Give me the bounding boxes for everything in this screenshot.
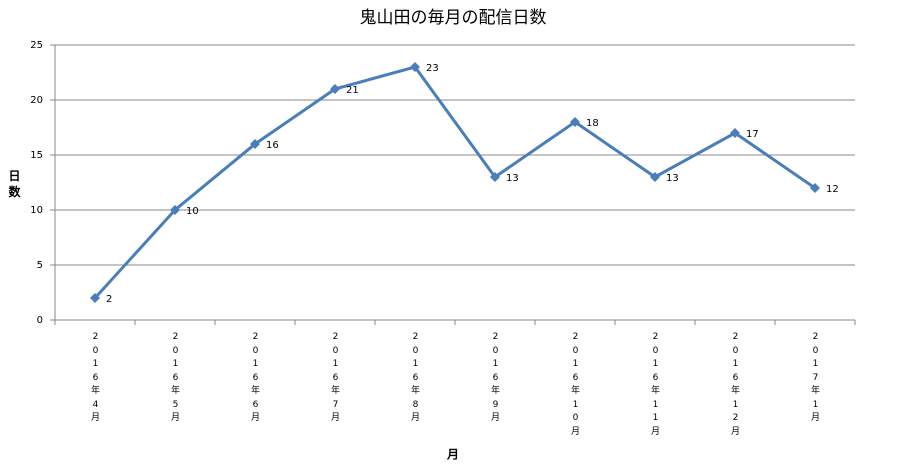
x-tick-label: 2017年1月: [811, 332, 821, 423]
x-tick-label-box: 2016年7月: [331, 331, 340, 426]
data-point: [650, 172, 660, 182]
x-tick-label: 2016年5月: [171, 332, 181, 423]
x-tick-label-box: 2016年12月: [731, 331, 740, 439]
data-label: 23: [426, 63, 439, 74]
x-tick-label: 2016年6月: [251, 332, 261, 423]
y-tick-label: 10: [30, 205, 43, 216]
y-tick-label: 5: [37, 260, 43, 271]
data-point: [730, 128, 740, 138]
x-tick-label: 2016年7月: [331, 332, 341, 423]
x-tick-label: 2016年11月: [651, 332, 661, 437]
x-tick-label-box: 2016年4月: [91, 331, 100, 426]
data-point: [170, 205, 180, 215]
x-tick-label-box: 2016年9月: [491, 331, 500, 426]
x-tick-label-box: 2016年11月: [651, 331, 660, 439]
x-tick-label: 2016年10月: [571, 332, 581, 437]
data-label: 10: [186, 206, 199, 217]
data-point: [570, 117, 580, 127]
data-point: [90, 293, 100, 303]
data-label: 18: [586, 118, 599, 129]
y-axis-label-text: 日数: [8, 169, 21, 199]
y-tick-label: 25: [30, 40, 43, 51]
data-label: 16: [266, 140, 279, 151]
x-tick-label-box: 2016年5月: [171, 331, 180, 426]
y-tick-label: 0: [37, 315, 43, 326]
data-label: 21: [346, 85, 359, 96]
data-point: [330, 84, 340, 94]
x-axis-label: 月: [446, 448, 459, 462]
y-tick-label: 20: [30, 95, 43, 106]
data-label: 17: [746, 129, 759, 140]
data-point: [810, 183, 820, 193]
x-tick-label-box: 2016年6月: [251, 331, 260, 426]
data-label: 2: [106, 294, 112, 305]
chart-title: 鬼山田の毎月の配信日数: [360, 8, 547, 28]
data-point: [410, 62, 420, 72]
data-label: 12: [826, 184, 839, 195]
y-axis-label: 日数: [9, 168, 21, 200]
x-tick-label: 2016年9月: [491, 332, 501, 423]
data-label: 13: [666, 173, 679, 184]
y-tick-label: 15: [30, 150, 43, 161]
data-point: [490, 172, 500, 182]
x-tick-label: 2016年12月: [731, 332, 741, 437]
data-label: 13: [506, 173, 519, 184]
data-point: [250, 139, 260, 149]
x-tick-label: 2016年8月: [411, 332, 421, 423]
x-tick-label-box: 2016年10月: [571, 331, 580, 439]
x-tick-label-box: 2016年8月: [411, 331, 420, 426]
x-tick-label: 2016年4月: [91, 332, 101, 423]
x-tick-label-box: 2017年1月: [811, 331, 820, 426]
data-line: [93, 65, 816, 300]
